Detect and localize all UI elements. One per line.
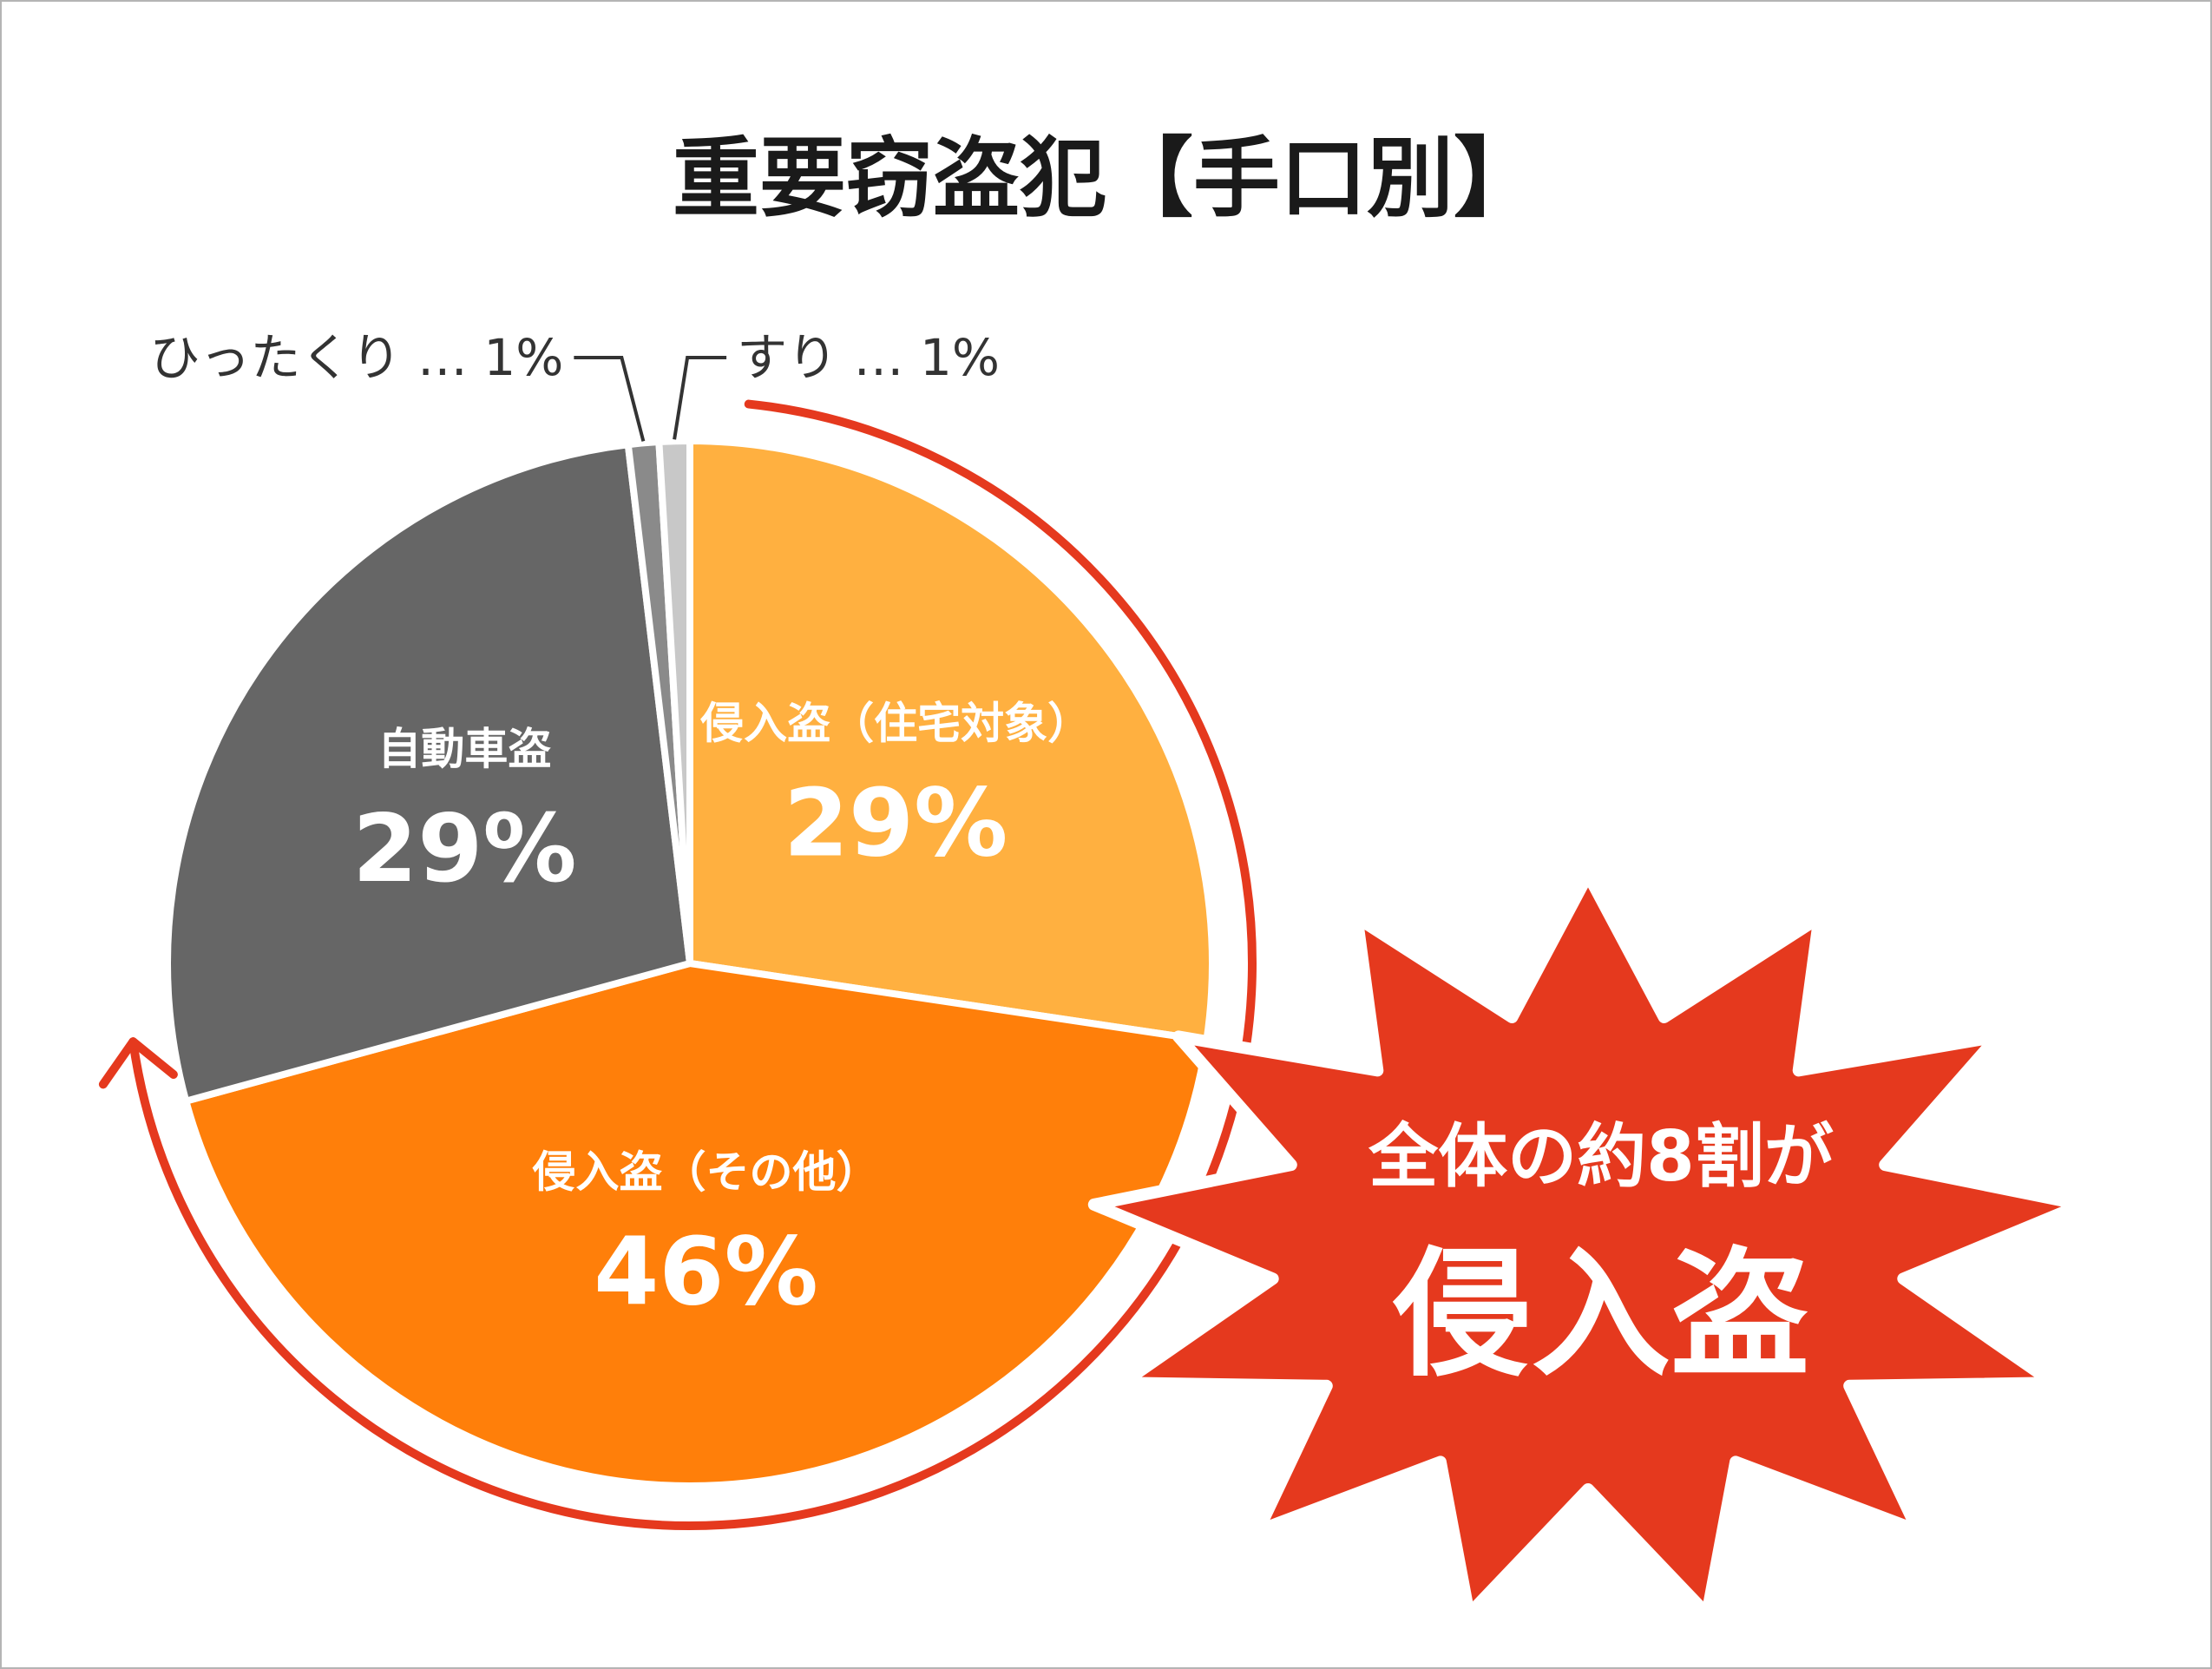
- highlight-burst: [1087, 868, 2089, 1620]
- pie-slice: [164, 441, 693, 1105]
- slice-value-label: 46%: [594, 1218, 818, 1326]
- callout-leader: [574, 356, 646, 442]
- slice-value-label: 29%: [352, 795, 577, 903]
- highlight-line1: 全体の約8割が: [1368, 1116, 1834, 1197]
- highlight-arrowhead: [98, 1037, 178, 1089]
- pie-slice: [182, 960, 1211, 1489]
- callout-label: すり … 1%: [737, 328, 1000, 387]
- pie-slices: [164, 437, 1216, 1489]
- slice-label: 自動車盗: [377, 724, 551, 774]
- slice-label: 侵入盗（住宅対象）: [699, 699, 1091, 749]
- highlight-arc: [128, 399, 1257, 1530]
- chart-title: 重要窃盗犯【手口別】: [673, 128, 1540, 229]
- callout-leader: [673, 356, 727, 440]
- pie-callouts: ひったくり … 1% すり … 1%: [149, 328, 1000, 442]
- slice-value-label: 29%: [784, 770, 1008, 878]
- slice-label: 侵入盗（その他）: [532, 1147, 880, 1197]
- highlight-line2: 侵入盗: [1392, 1233, 1809, 1396]
- callout-label: ひったくり … 1%: [149, 328, 563, 387]
- pie-slice: [655, 437, 693, 967]
- pie-slice-labels: 侵入盗（住宅対象） 29% 侵入盗（その他） 46% 自動車盗 29%: [352, 699, 1091, 1327]
- pie-slice: [686, 437, 1216, 1044]
